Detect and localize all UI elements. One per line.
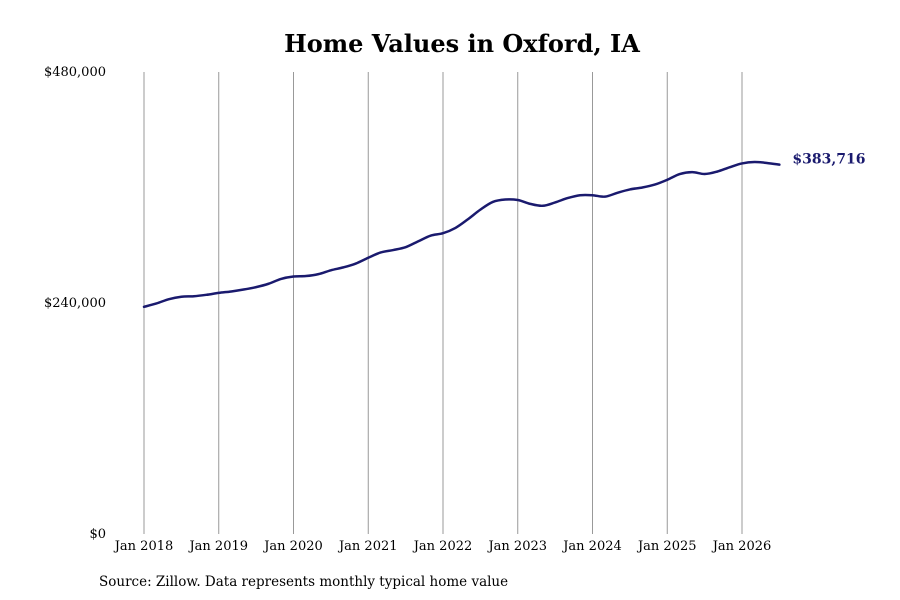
vertical-gridlines [143, 72, 743, 534]
series-line [142, 160, 781, 309]
source-note: Source: Zillow. Data represents monthly … [99, 574, 508, 590]
x-axis: Jan 2018 Jan 2019 Jan 2020 Jan 2021 Jan 2022… [113, 539, 772, 554]
end-value-label: $383,716 [792, 152, 865, 168]
x-tick-label: Jan 2024 [561, 539, 622, 554]
x-tick-label: Jan 2026 [711, 539, 772, 554]
x-tick-label: Jan 2023 [486, 539, 547, 554]
y-axis: $0 $240,000 $480,000 [44, 65, 106, 542]
y-tick-label: $0 [89, 527, 106, 542]
x-tick-label: Jan 2022 [412, 539, 473, 554]
y-tick-label: $480,000 [44, 65, 106, 80]
series-layer [142, 160, 781, 309]
x-tick-label: Jan 2018 [113, 539, 174, 554]
y-tick-label: $240,000 [44, 296, 106, 311]
x-tick-label: Jan 2019 [187, 539, 248, 554]
x-tick-label: Jan 2025 [636, 539, 697, 554]
chart-title: Home Values in Oxford, IA [284, 29, 640, 58]
x-tick-label: Jan 2021 [337, 539, 398, 554]
x-tick-label: Jan 2020 [262, 539, 323, 554]
